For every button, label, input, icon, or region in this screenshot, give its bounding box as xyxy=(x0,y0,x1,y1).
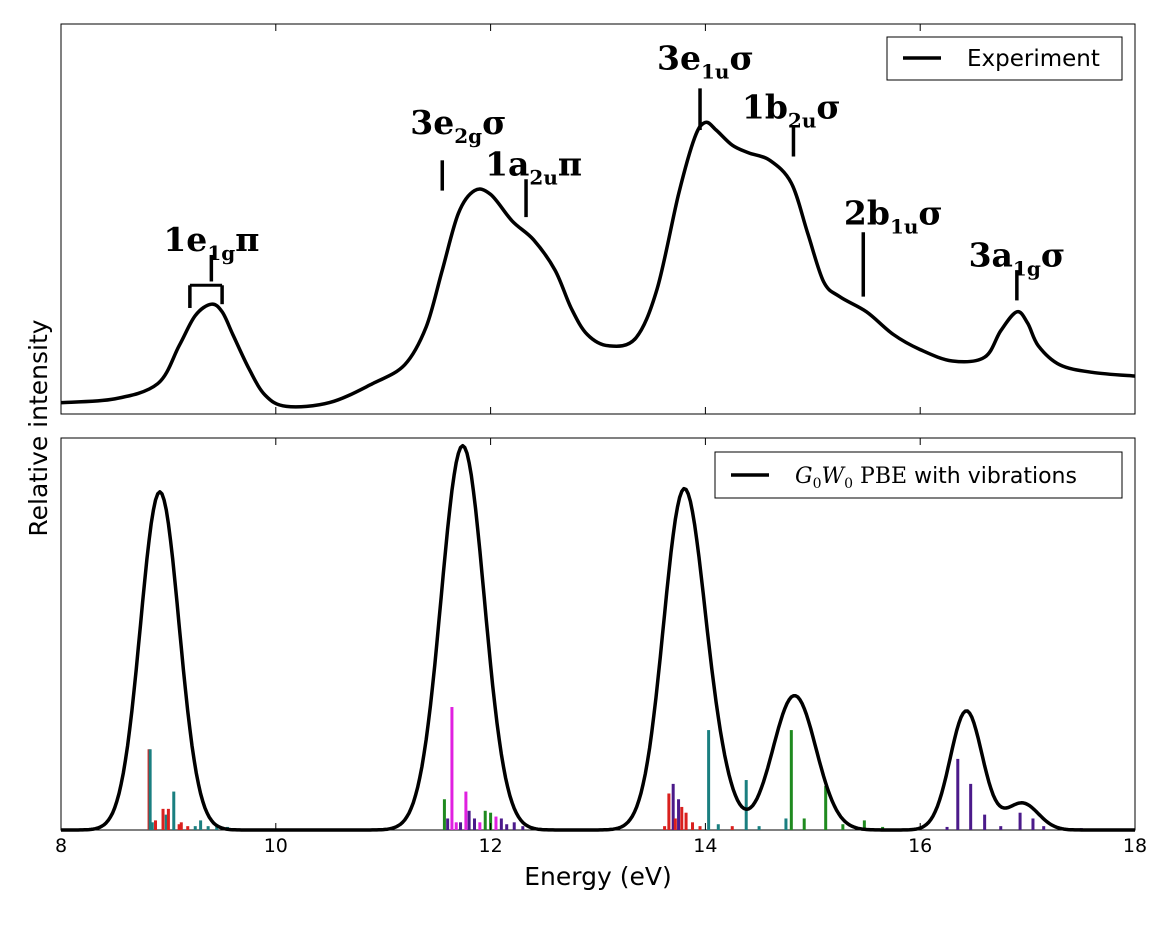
stick-bar xyxy=(166,808,170,830)
stick-bar xyxy=(483,810,487,830)
stick-bar xyxy=(459,822,463,830)
stick-bar xyxy=(467,810,471,830)
stick-bar xyxy=(667,793,671,830)
stick-bar xyxy=(999,826,1003,830)
stick-bar xyxy=(512,822,516,830)
stick-bar xyxy=(673,818,677,830)
stick-bar xyxy=(464,791,468,830)
orbital-label: 3e2gσ xyxy=(410,103,506,148)
stick-bar xyxy=(802,818,806,830)
top-x-ticks xyxy=(60,24,1136,414)
top-plot-frame xyxy=(60,23,1136,415)
bottom-legend-box xyxy=(714,451,1123,499)
stick-bar xyxy=(945,826,949,830)
stick-bar xyxy=(161,808,165,830)
stick-bar xyxy=(199,820,203,830)
stick-bar xyxy=(677,799,681,830)
orbital-label: 2b1uσ xyxy=(844,194,943,239)
y-axis-label: Relative intensity xyxy=(24,319,53,536)
stick-bar xyxy=(193,826,197,830)
stick-bar xyxy=(862,820,866,830)
stick-bar xyxy=(215,826,219,830)
theory-panel: 8 10 12 14 16 18 G0W0 PBE with vibrations xyxy=(55,437,1147,857)
stick-bar xyxy=(164,814,168,830)
stick-bar xyxy=(1031,818,1035,830)
stick-bar xyxy=(784,818,788,830)
stick-bar xyxy=(956,758,960,830)
stick-bar xyxy=(663,826,667,830)
orbital-label: 3e1uσ xyxy=(657,38,754,83)
stick-bar xyxy=(505,824,509,830)
stick-bar xyxy=(478,822,482,830)
bottom-x-ticks xyxy=(60,438,1136,830)
x-tick-label: 16 xyxy=(908,835,932,857)
x-tick-labels: 8 10 12 14 16 18 xyxy=(55,835,1147,857)
stick-bar xyxy=(442,799,446,830)
stick-bar xyxy=(757,826,761,830)
stick-bar xyxy=(150,822,154,830)
stick-bar xyxy=(177,824,181,830)
x-tick-label: 12 xyxy=(479,835,503,857)
orbital-label: 1a2uπ xyxy=(485,144,582,189)
stick-bar xyxy=(969,783,973,830)
stick-bar xyxy=(680,806,684,830)
orbital-label: 1b2uσ xyxy=(742,88,841,133)
x-tick-label: 14 xyxy=(693,835,717,857)
top-legend-label: Experiment xyxy=(967,46,1100,72)
bottom-plot-frame xyxy=(60,437,1136,831)
stick-bar xyxy=(671,783,675,830)
stick-bar xyxy=(707,730,711,830)
stick-bar xyxy=(446,818,450,830)
x-tick-label: 18 xyxy=(1123,835,1147,857)
bottom-legend-label: G0W0 PBE with vibrations xyxy=(795,464,1077,492)
stick-bar xyxy=(186,826,190,830)
stick-bar xyxy=(983,814,987,830)
stick-bar xyxy=(154,820,158,830)
stick-bar xyxy=(494,816,498,830)
stick-bar xyxy=(172,791,176,830)
stick-bar xyxy=(841,824,845,830)
stick-bar xyxy=(716,824,720,830)
stick-bar xyxy=(472,818,476,830)
stick-bar xyxy=(691,822,695,830)
stick-bar xyxy=(1042,826,1046,830)
stick-bar xyxy=(521,826,525,830)
stick-spectrum xyxy=(147,707,1083,830)
orbital-marker-ticks xyxy=(188,88,1019,308)
experiment-line xyxy=(60,120,1136,409)
stick-bar xyxy=(824,785,828,830)
stick-bar xyxy=(206,826,210,830)
stick-bar xyxy=(454,822,458,830)
bottom-legend: G0W0 PBE with vibrations xyxy=(714,451,1123,499)
theory-line xyxy=(61,443,1135,832)
stick-bar xyxy=(698,826,702,830)
stick-bar xyxy=(744,780,748,830)
orbital-label: 1e1gπ xyxy=(163,220,259,265)
stick-bar xyxy=(179,822,183,830)
stick-bar xyxy=(730,826,734,830)
stick-bar xyxy=(684,812,688,830)
x-axis-label: Energy (eV) xyxy=(524,862,671,891)
x-tick-label: 10 xyxy=(264,835,288,857)
stick-bar xyxy=(489,812,493,830)
stick-bar xyxy=(148,749,152,830)
orbital-label: 3a1gσ xyxy=(969,235,1066,280)
top-legend: Experiment xyxy=(886,36,1123,81)
stick-bar xyxy=(789,730,793,830)
stick-bar xyxy=(450,707,454,830)
stick-bar xyxy=(499,818,503,830)
stick-bar xyxy=(1018,812,1022,830)
x-tick-label: 8 xyxy=(55,835,67,857)
